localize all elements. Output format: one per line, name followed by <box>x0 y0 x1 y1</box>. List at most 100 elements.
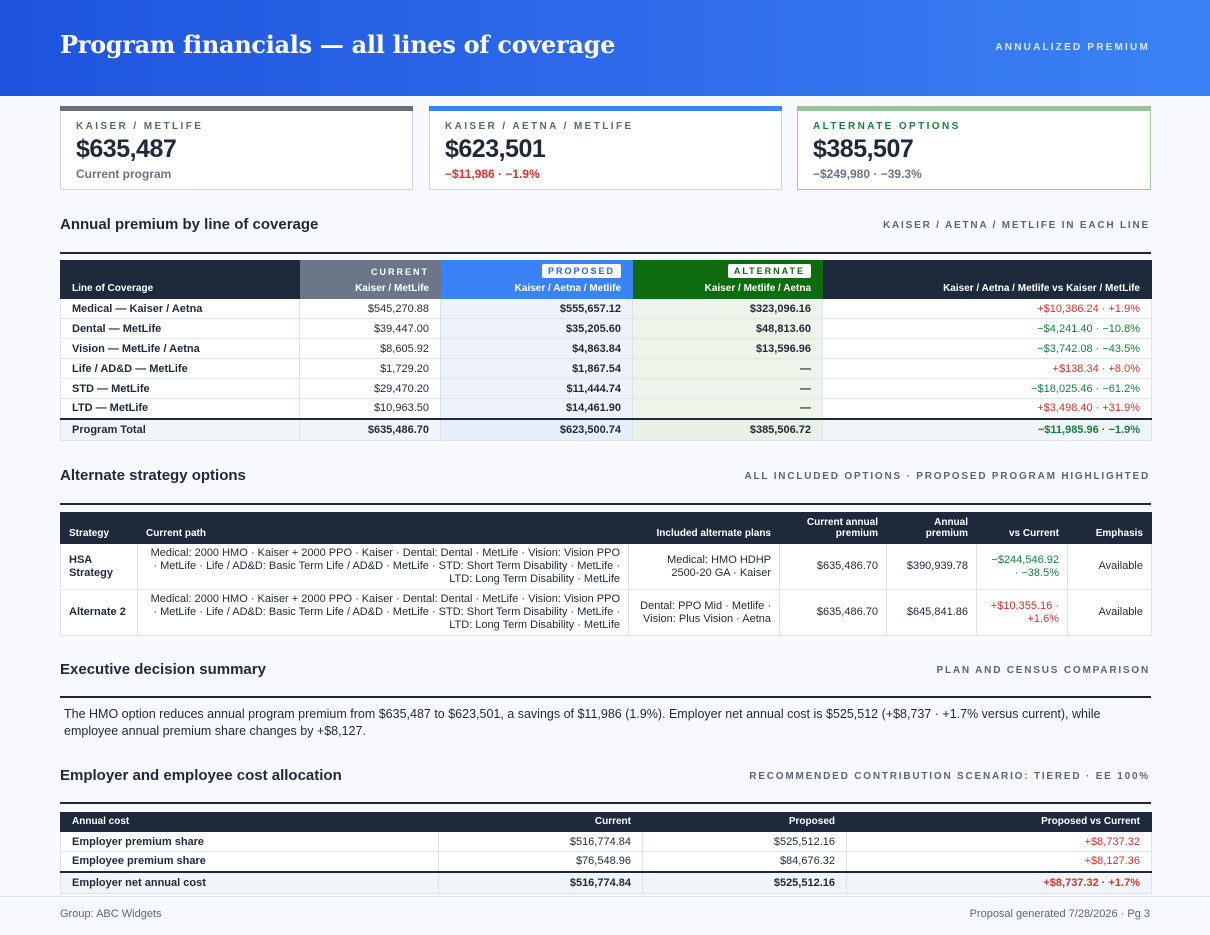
section-rule <box>60 802 1151 804</box>
cell-proposed: $84,676.32 <box>642 851 847 872</box>
cell-diff: −$18,025.46 · −61.2% <box>822 378 1152 399</box>
col-cost: Annual cost <box>60 812 439 832</box>
section-title-summary: Executive decision summary <box>60 661 266 678</box>
cell-path: Medical: 2000 HMO · Kaiser + 2000 PPO · … <box>137 543 629 590</box>
cell-line: Dental — MetLife <box>60 318 300 339</box>
cell-line: LTD — MetLife <box>60 398 300 419</box>
cell-diff: −$11,985.96 · −1.9% <box>822 417 1152 441</box>
cell-alternate: — <box>632 378 823 399</box>
cell-path: Medical: 2000 HMO · Kaiser + 2000 PPO · … <box>137 589 629 636</box>
table-total-row: Program Total $635,486.70 $623,500.74 $3… <box>60 417 1152 441</box>
cell-vs-current: −$244,546.92 · −38.5% <box>976 543 1068 590</box>
page-footer: Group: ABC Widgets Proposal generated 7/… <box>0 896 1210 935</box>
cell-proposed: $525,512.16 <box>642 831 847 852</box>
col-proposed-label: Kaiser / Aetna / Metlife <box>514 283 621 294</box>
kpi-label: ALTERNATE OPTIONS <box>813 121 961 132</box>
cell-proposed: $623,500.74 <box>440 417 633 441</box>
table-row: LTD — MetLife $10,963.50 $14,461.90 — +$… <box>60 398 1152 419</box>
cell-alternate: $385,506.72 <box>632 417 823 441</box>
kpi-label: KAISER / METLIFE <box>76 121 204 132</box>
kpi-sub: Current program <box>76 167 172 181</box>
cell-diff: +$8,737.32 · +1.7% <box>846 870 1152 894</box>
table-row: Medical — Kaiser / Aetna $545,270.88 $55… <box>60 298 1152 319</box>
col-alternate: ALTERNATE Kaiser / Metlife / Aetna <box>632 260 823 299</box>
kpi-sub: −$11,986 · −1.9% <box>445 167 540 181</box>
section-rule <box>60 252 1151 254</box>
cell-current: $76,548.96 <box>438 851 643 872</box>
table-row: Dental — MetLife $39,447.00 $35,205.60 $… <box>60 318 1152 339</box>
table-row: Employer premium share $516,774.84 $525,… <box>60 831 1152 852</box>
cell-current: $10,963.50 <box>299 398 441 419</box>
col-path: Current path <box>137 512 629 544</box>
cell-proposed: $11,444.74 <box>440 378 633 399</box>
cell-emphasis: Available <box>1067 543 1152 590</box>
table-row: Vision — MetLife / Aetna $8,605.92 $4,86… <box>60 338 1152 359</box>
kpi-accent-bar <box>429 106 782 111</box>
col-emphasis: Emphasis <box>1067 512 1152 544</box>
cell-alternate: — <box>632 398 823 419</box>
kpi-label: KAISER / AETNA / METLIFE <box>445 121 634 132</box>
cell-proposed: $1,867.54 <box>440 358 633 379</box>
cell-line: Medical — Kaiser / Aetna <box>60 298 300 319</box>
cell-diff: −$4,241.40 · −10.8% <box>822 318 1152 339</box>
cell-proposed: $525,512.16 <box>642 870 847 894</box>
cell-current: $545,270.88 <box>299 298 441 319</box>
table-total-row: Employer net annual cost $516,774.84 $52… <box>60 870 1152 894</box>
cell-proposed: $14,461.90 <box>440 398 633 419</box>
cell-line: STD — MetLife <box>60 378 300 399</box>
cell-plans: Medical: HMO HDHP 2500-20 GA · Kaiser <box>628 543 780 590</box>
header-label: ANNUALIZED PREMIUM <box>995 42 1150 53</box>
col-proposed: PROPOSED Kaiser / Aetna / Metlife <box>440 260 633 299</box>
cell-strategy: HSA Strategy <box>60 543 138 590</box>
cell-current: $1,729.20 <box>299 358 441 379</box>
kpi-value: $385,507 <box>813 135 914 163</box>
footer-generated: Proposal generated 7/28/2026 · Pg 3 <box>969 908 1150 920</box>
cell-plans: Dental: PPO Mid · Metlife · Vision: Plus… <box>628 589 780 636</box>
col-current-premium: Current annual premium <box>779 512 887 544</box>
section-label-strategy: ALL INCLUDED OPTIONS · PROPOSED PROGRAM … <box>744 471 1150 482</box>
cell-alternate: $323,096.16 <box>632 298 823 319</box>
col-alternate-label: Kaiser / Metlife / Aetna <box>704 283 811 294</box>
cell-diff: −$3,742.08 · −43.5% <box>822 338 1152 359</box>
cell-emphasis: Available <box>1067 589 1152 636</box>
cell-diff: +$8,737.32 <box>846 831 1152 852</box>
section-rule <box>60 696 1151 698</box>
kpi-value: $623,501 <box>445 135 546 163</box>
kpi-value: $635,487 <box>76 135 177 163</box>
cell-current-premium: $635,486.70 <box>779 589 887 636</box>
table-row: Employee premium share $76,548.96 $84,67… <box>60 851 1152 872</box>
kpi-accent-bar <box>60 106 413 111</box>
cell-strategy: Alternate 2 <box>60 589 138 636</box>
kpi-card-proposed: KAISER / AETNA / METLIFE $623,501 −$11,9… <box>429 106 782 190</box>
cell-premium: $390,939.78 <box>886 543 977 590</box>
cell-line: Vision — MetLife / Aetna <box>60 338 300 359</box>
section-rule <box>60 503 1151 505</box>
cell-current: $516,774.84 <box>438 831 643 852</box>
kpi-card-alternate: ALTERNATE OPTIONS $385,507 −$249,980 · −… <box>797 106 1151 190</box>
col-current: Current <box>438 812 643 832</box>
summary-text: The HMO option reduces annual program pr… <box>64 707 1101 738</box>
kpi-accent-bar <box>797 106 1151 111</box>
page-header: Program financials — all lines of covera… <box>0 0 1210 96</box>
section-title-coverage: Annual premium by line of coverage <box>60 216 319 233</box>
col-strategy: Strategy <box>60 512 138 544</box>
cell-diff: +$8,127.36 <box>846 851 1152 872</box>
col-diff: Kaiser / Aetna / Metlife vs Kaiser / Met… <box>822 260 1152 299</box>
cell-proposed: $555,657.12 <box>440 298 633 319</box>
footer-group: Group: ABC Widgets <box>60 908 162 920</box>
cell-current: $635,486.70 <box>299 417 441 441</box>
kpi-card-current: KAISER / METLIFE $635,487 Current progra… <box>60 106 413 190</box>
cell-cost: Employer premium share <box>60 831 439 852</box>
section-label-allocation: RECOMMENDED CONTRIBUTION SCENARIO: TIERE… <box>749 771 1150 782</box>
table-row: Life / AD&D — MetLife $1,729.20 $1,867.5… <box>60 358 1152 379</box>
section-title-strategy: Alternate strategy options <box>60 467 246 484</box>
cell-current: $8,605.92 <box>299 338 441 359</box>
cell-line: Program Total <box>60 417 300 441</box>
section-title-allocation: Employer and employee cost allocation <box>60 767 342 784</box>
coverage-header-row: Line of Coverage CURRENT Kaiser / MetLife… <box>60 260 1152 299</box>
cell-alternate: $13,596.96 <box>632 338 823 359</box>
cell-current: $39,447.00 <box>299 318 441 339</box>
cell-alternate: $48,813.60 <box>632 318 823 339</box>
col-proposed: Proposed <box>642 812 847 832</box>
cell-alternate: — <box>632 358 823 379</box>
